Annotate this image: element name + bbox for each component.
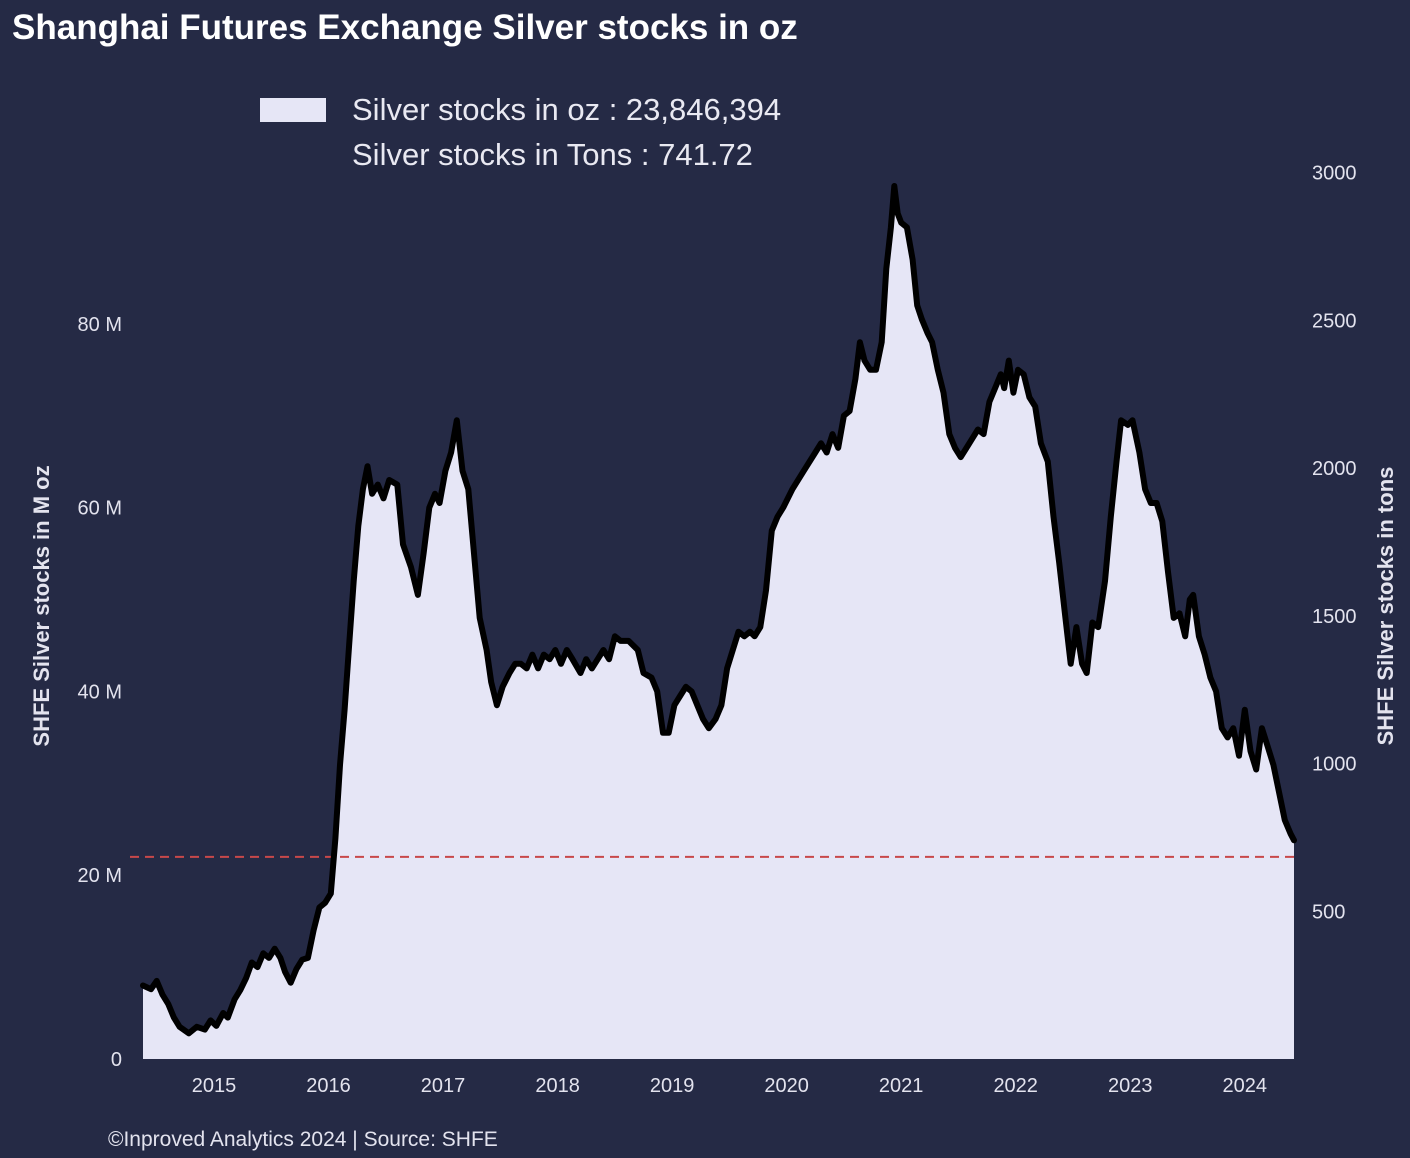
x-tick-label: 2017 <box>421 1075 466 1097</box>
right-y-tick-label: 500 <box>1312 901 1345 923</box>
x-tick-label: 2016 <box>306 1075 351 1097</box>
chart-title: Shanghai Futures Exchange Silver stocks … <box>12 8 798 47</box>
right-y-axis-label: SHFE Silver stocks in tons <box>1373 466 1398 746</box>
x-tick-label: 2015 <box>192 1075 237 1097</box>
left-y-tick-label: 60 M <box>78 498 122 520</box>
x-axis-ticks: 2015 2016 2017 2018 2019 2020 2021 2022 2023 2024 <box>192 1075 1267 1097</box>
legend-swatch <box>260 98 326 122</box>
left-y-tick-label: 0 <box>111 1049 122 1071</box>
right-y-tick-label: 1500 <box>1312 606 1357 628</box>
x-tick-label: 2024 <box>1223 1075 1268 1097</box>
x-tick-label: 2021 <box>879 1075 924 1097</box>
x-tick-label: 2022 <box>993 1075 1038 1097</box>
right-y-tick-label: 2500 <box>1312 310 1357 332</box>
x-tick-label: 2019 <box>650 1075 695 1097</box>
left-y-axis-ticks: 0 20 M 40 M 60 M 80 M <box>78 314 122 1071</box>
right-y-tick-label: 3000 <box>1312 163 1357 185</box>
x-tick-label: 2023 <box>1108 1075 1153 1097</box>
x-tick-label: 2020 <box>764 1075 809 1097</box>
legend-entry-tons: Silver stocks in Tons : 741.72 <box>352 137 753 172</box>
left-y-axis-label: SHFE Silver stocks in M oz <box>29 465 54 747</box>
left-y-tick-label: 40 M <box>78 681 122 703</box>
right-y-axis-ticks: 500 1000 1500 2000 2500 3000 <box>1312 163 1357 924</box>
right-y-tick-label: 1000 <box>1312 754 1357 776</box>
legend-entry-oz: Silver stocks in oz : 23,846,394 <box>352 92 782 127</box>
x-tick-label: 2018 <box>535 1075 580 1097</box>
stock-series-line <box>140 183 1297 1037</box>
source-footer: ©Inproved Analytics 2024 | Source: SHFE <box>108 1128 498 1151</box>
stock-area-fill <box>143 186 1294 1059</box>
left-y-tick-label: 20 M <box>78 865 122 887</box>
left-y-tick-label: 80 M <box>78 314 122 336</box>
right-y-tick-label: 2000 <box>1312 458 1357 480</box>
